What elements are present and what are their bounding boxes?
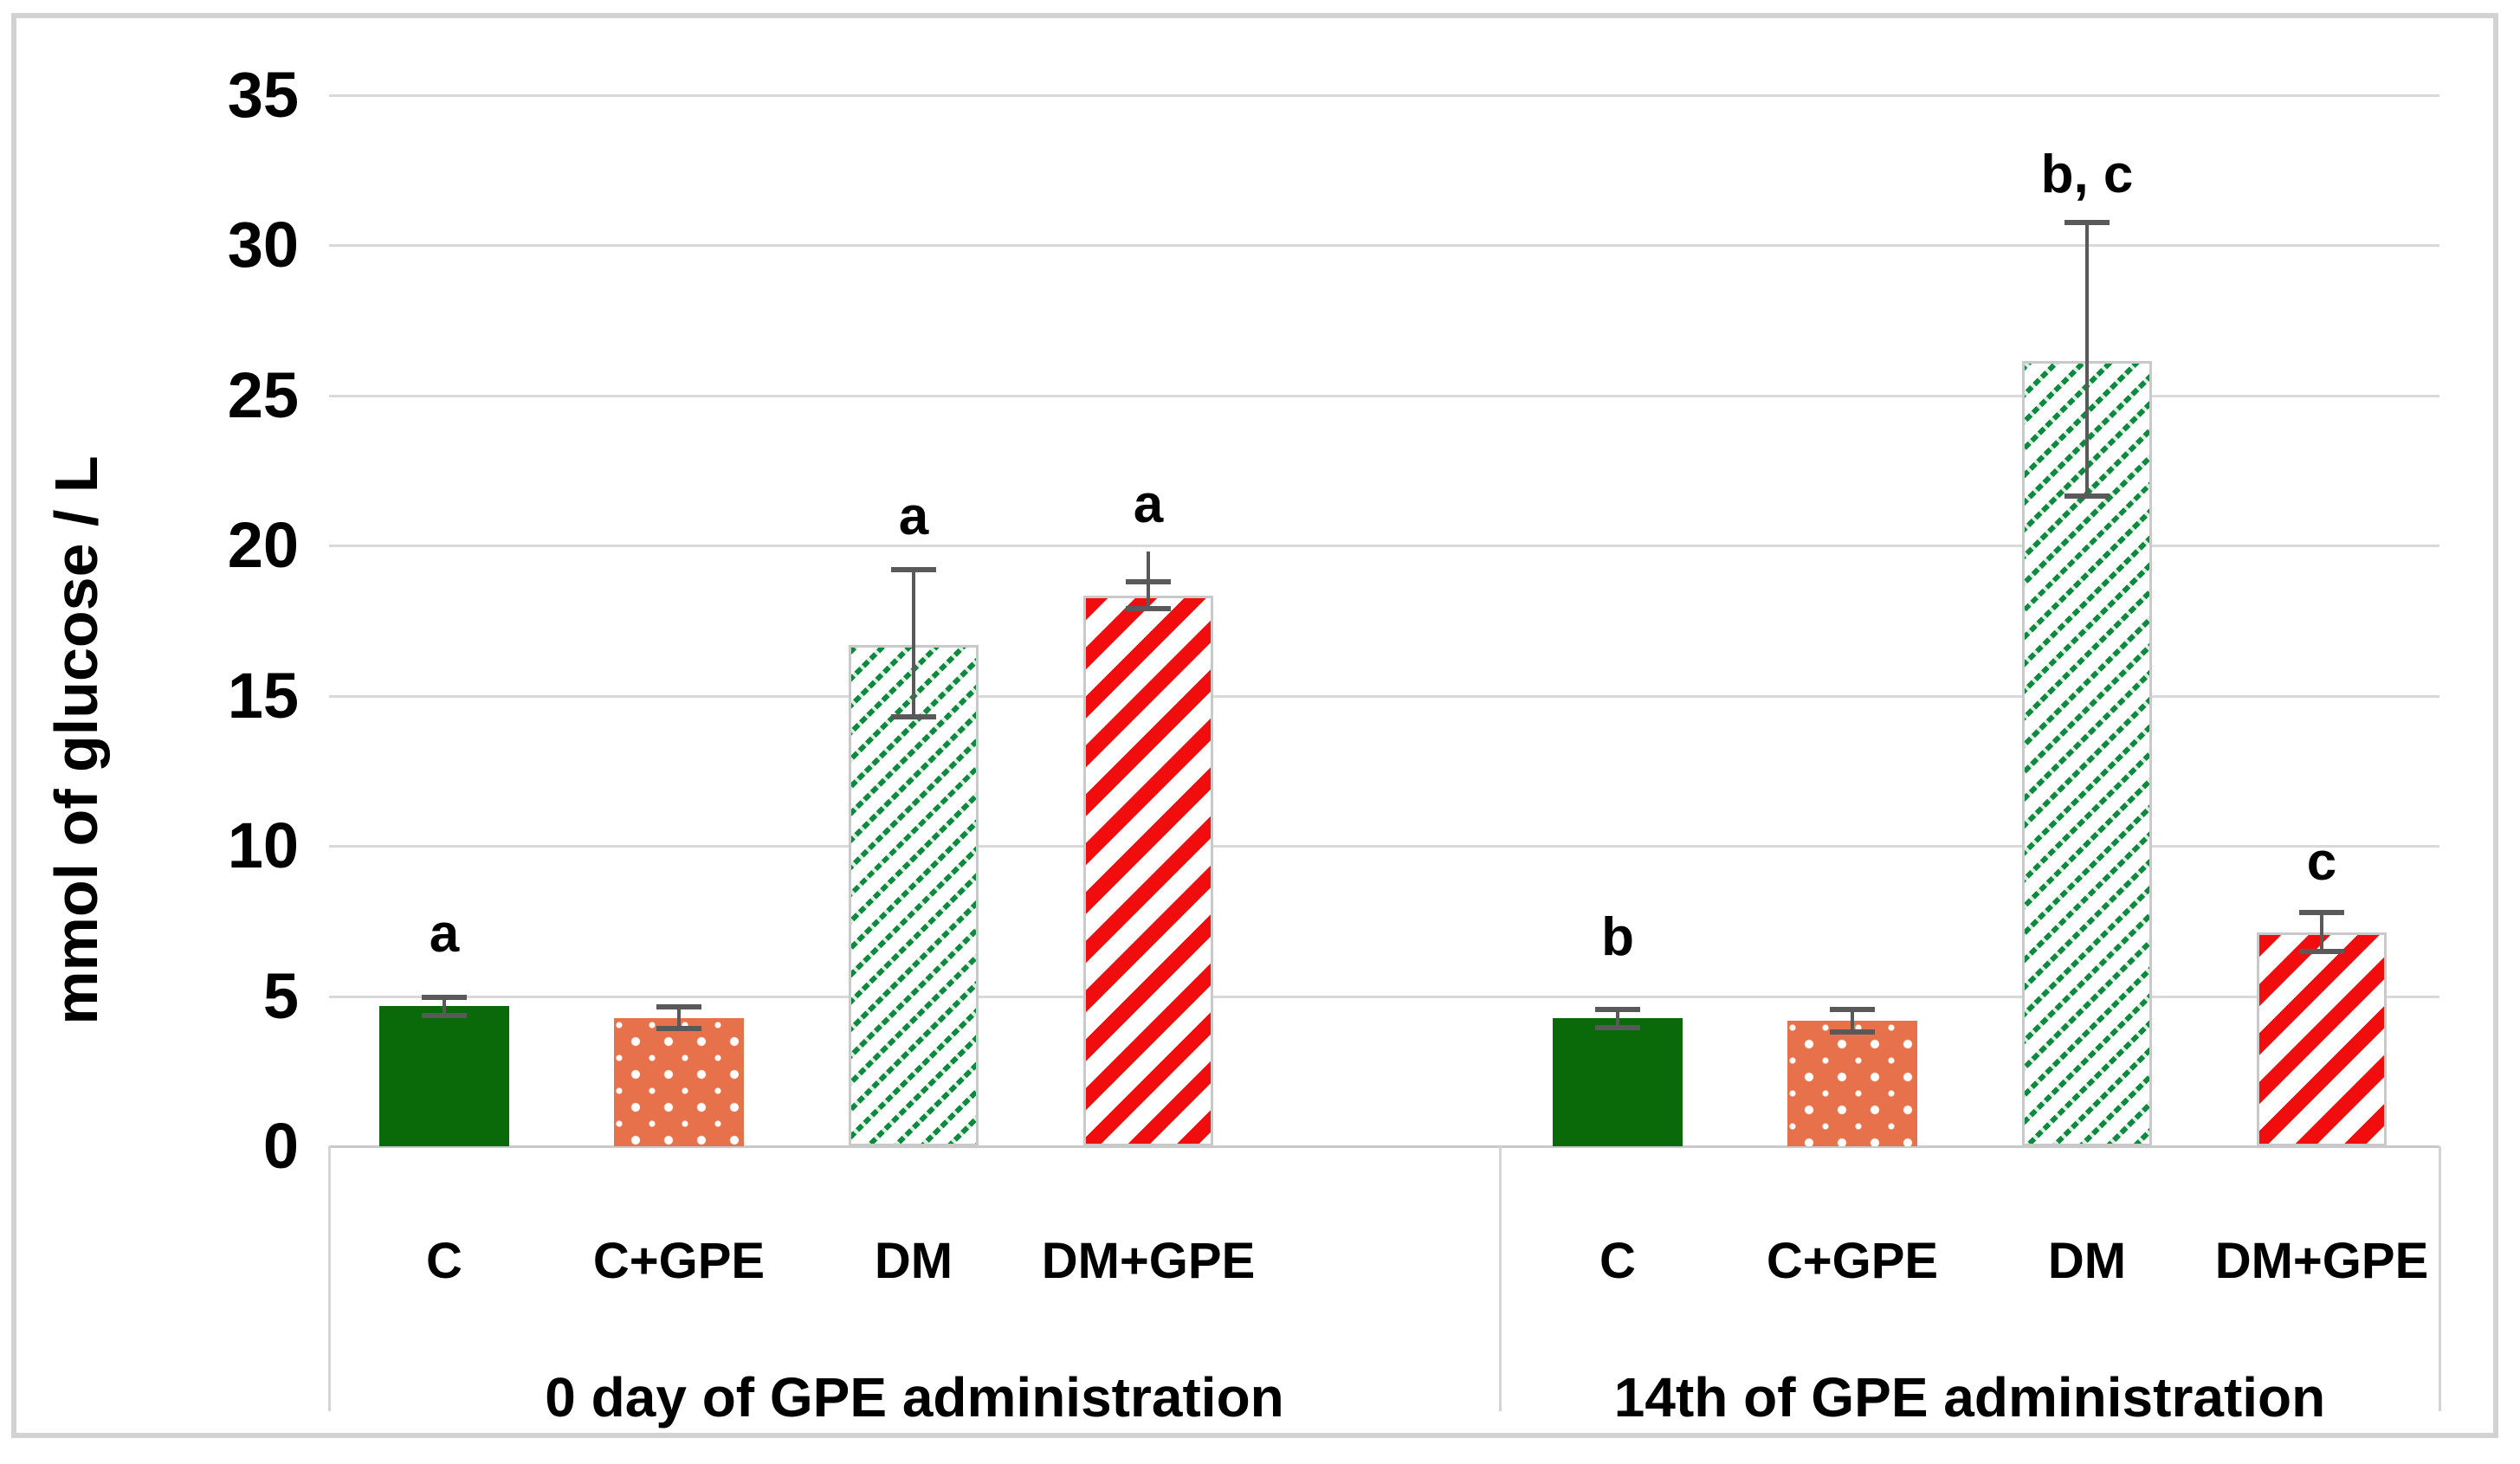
- error-bar-cap: [422, 994, 467, 1000]
- x-tick-label: DM+GPE: [2214, 1233, 2429, 1289]
- x-tick-label: C+GPE: [592, 1233, 766, 1289]
- significance-letter: c: [2306, 832, 2337, 893]
- bar-c: [379, 1006, 509, 1146]
- gridline: [329, 845, 2439, 848]
- error-bar-cap: [891, 567, 936, 573]
- group-label: 0 day of GPE administration: [545, 1366, 1284, 1429]
- gridline: [329, 694, 2439, 698]
- error-bar-cap: [2299, 910, 2344, 916]
- y-axis-title: mmol of glucose / L: [42, 455, 110, 1025]
- bar-dm-gpe: [1083, 595, 1213, 1146]
- y-tick-label: 5: [262, 959, 299, 1032]
- bar-c-gpe: [1787, 1021, 1917, 1146]
- error-bar-line: [912, 570, 915, 717]
- error-bar-cap: [1595, 1007, 1640, 1013]
- error-bar-cap: [1126, 606, 1171, 612]
- y-tick-label: 10: [227, 809, 299, 882]
- bar-c-gpe: [614, 1017, 744, 1146]
- y-tick-label: 15: [227, 659, 299, 732]
- error-bar-line: [2320, 913, 2323, 952]
- y-tick-label: 35: [227, 59, 299, 131]
- error-bar-line: [443, 996, 446, 1016]
- bar-dm-gpe: [2257, 932, 2387, 1146]
- significance-letter: a: [1133, 474, 1164, 535]
- significance-letter: b, c: [2040, 144, 2134, 204]
- x-tick-label: C+GPE: [1766, 1233, 1939, 1289]
- bar-c: [1553, 1017, 1683, 1146]
- y-tick-label: 20: [227, 509, 299, 582]
- error-bar-cap: [656, 1004, 701, 1010]
- error-bar-cap: [656, 1026, 701, 1032]
- y-tick-label: 30: [227, 209, 299, 281]
- bar-dm: [849, 644, 979, 1146]
- significance-letter: a: [429, 904, 460, 964]
- group-label: 14th of GPE administration: [1613, 1366, 2326, 1429]
- x-tick-label: C: [426, 1233, 462, 1289]
- significance-letter: b: [1601, 906, 1634, 967]
- error-bar-cap: [891, 713, 936, 719]
- error-bar-line: [677, 1007, 681, 1029]
- significance-letter: a: [898, 487, 929, 547]
- error-bar-line: [1851, 1009, 1854, 1033]
- y-tick-label: 0: [262, 1110, 299, 1182]
- category-divider: [328, 1146, 331, 1411]
- gridline: [329, 244, 2439, 248]
- x-tick-label: C: [1599, 1233, 1636, 1289]
- category-divider: [2439, 1146, 2441, 1411]
- error-bar-cap: [1830, 1007, 1875, 1013]
- x-axis-line: [329, 1145, 2439, 1148]
- category-divider: [1499, 1146, 1502, 1411]
- figure-border: [11, 13, 2498, 1438]
- error-bar-cap: [1595, 1024, 1640, 1030]
- x-tick-label: DM: [874, 1233, 953, 1289]
- gridline: [329, 94, 2439, 97]
- error-bar-cap: [1830, 1029, 1875, 1035]
- gridline: [329, 545, 2439, 548]
- error-bar-cap: [1126, 578, 1171, 584]
- gridline: [329, 995, 2439, 998]
- error-bar-cap: [422, 1013, 467, 1019]
- error-bar-cap: [2064, 220, 2110, 226]
- error-bar-cap: [2299, 949, 2344, 955]
- bar-dm: [2022, 360, 2152, 1146]
- error-bar-cap: [2064, 493, 2110, 500]
- x-tick-label: DM+GPE: [1041, 1233, 1256, 1289]
- gridline: [329, 394, 2439, 397]
- error-bar-line: [1616, 1009, 1619, 1028]
- y-tick-label: 25: [227, 358, 299, 431]
- x-tick-label: DM: [2047, 1233, 2127, 1289]
- error-bar-line: [2085, 223, 2089, 497]
